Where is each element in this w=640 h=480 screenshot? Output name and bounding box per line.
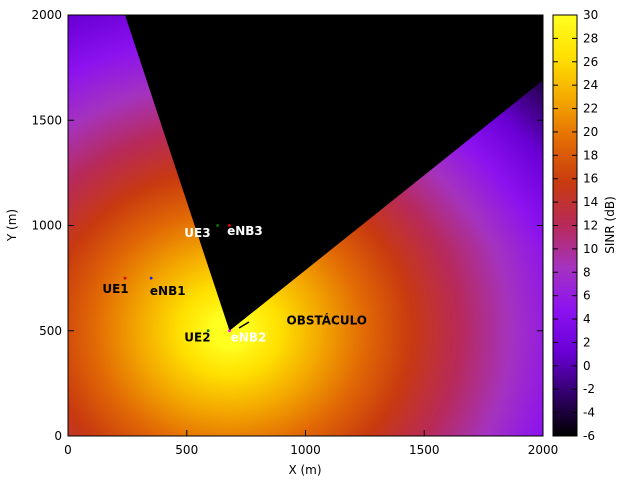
marker-enb3: [228, 224, 231, 227]
y-tick-label: 2000: [31, 8, 62, 22]
annotation-enb2: eNB2: [231, 330, 267, 344]
x-tick-label: 1500: [409, 443, 440, 457]
y-tick-label: 1000: [31, 219, 62, 233]
colorbar-label: SINR (dB): [603, 196, 617, 254]
annotation-enb1: eNB1: [150, 284, 186, 298]
y-axis-ticks: 0 500 1000 1500 2000: [31, 8, 543, 443]
annotation-ue1: UE1: [102, 282, 128, 296]
marker-ue2: [206, 329, 210, 333]
marker-ue3: [216, 224, 220, 227]
y-axis-label: Y (m): [5, 209, 19, 242]
annotation-layer: UE1 eNB1 UE2 eNB2 UE3 eNB3 OBSTÁCULO: [102, 224, 367, 344]
x-tick-label: 2000: [528, 443, 559, 457]
colorbar-tick-label: -6: [583, 429, 595, 443]
colorbar-tick-label: 22: [583, 102, 598, 116]
colorbar-tick-label: 30: [583, 8, 598, 22]
colorbar-tick-label: 0: [583, 359, 591, 373]
colorbar-tick-label: -2: [583, 382, 595, 396]
colorbar-tick-label: 8: [583, 265, 591, 279]
obstacle-arrow: [238, 321, 250, 329]
colorbar-tick-label: 2: [583, 335, 591, 349]
colorbar-tick-label: 6: [583, 289, 591, 303]
x-axis-ticks: 0 500 1000 1500 2000: [64, 15, 558, 457]
obstacle-shadow-region: [125, 15, 543, 331]
x-axis-label: X (m): [288, 463, 321, 477]
colorbar-tick-label: 16: [583, 172, 598, 186]
marker-ue1: [123, 276, 127, 280]
annotation-ue2: UE2: [184, 330, 210, 344]
marker-layer: [123, 224, 231, 333]
x-tick-label: 1000: [290, 443, 321, 457]
annotation-ue3: UE3: [184, 226, 210, 240]
y-tick-label: 1500: [31, 113, 62, 127]
colorbar-tick-label: 4: [583, 312, 591, 326]
x-tick-label: 0: [64, 443, 72, 457]
annotation-enb3: eNB3: [227, 224, 263, 238]
marker-enb2: [228, 329, 231, 333]
y-tick-label: 500: [39, 324, 62, 338]
x-tick-label: 500: [175, 443, 198, 457]
colorbar-tick-label: 26: [583, 55, 598, 69]
colorbar-tick-label: 24: [583, 78, 598, 92]
colorbar-tick-label: 12: [583, 219, 598, 233]
colorbar-tick-label: 14: [583, 195, 598, 209]
colorbar-tick-label: 28: [583, 31, 598, 45]
colorbar-tick-label: 10: [583, 242, 598, 256]
colorbar-tick-label: 18: [583, 148, 598, 162]
marker-enb1: [149, 276, 153, 280]
annotation-obst-culo: OBSTÁCULO: [287, 312, 368, 327]
colorbar-tick-label: 20: [583, 125, 598, 139]
colorbar-tick-label: -4: [583, 406, 595, 420]
y-tick-label: 0: [54, 429, 62, 443]
